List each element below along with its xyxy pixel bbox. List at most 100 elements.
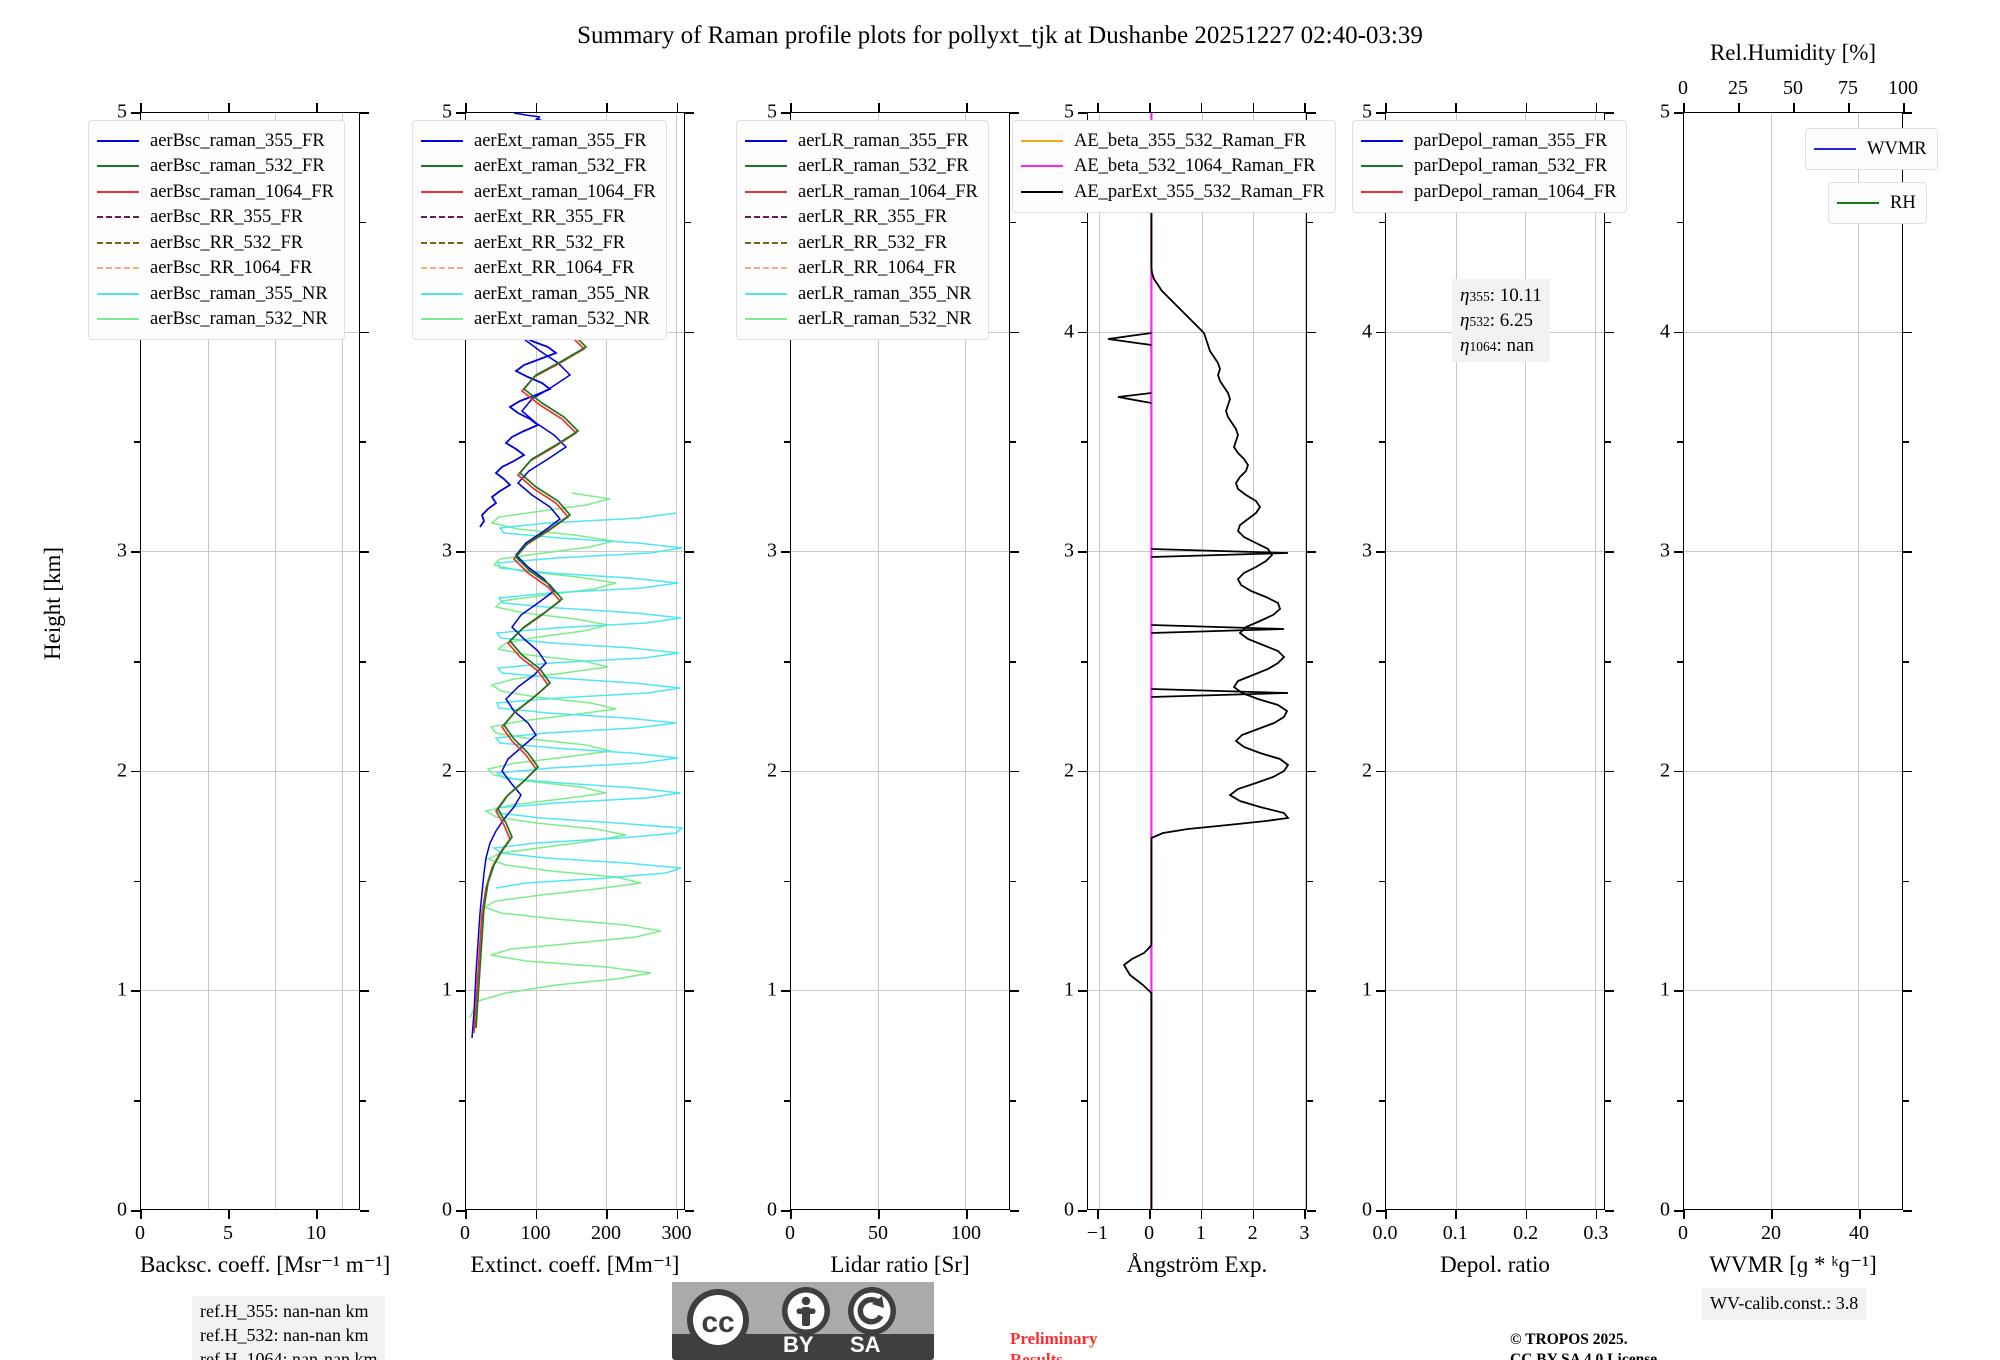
legend-label: aerExt_raman_532_NR bbox=[474, 309, 650, 329]
x-axis-tick bbox=[535, 1210, 538, 1219]
y-axis-tick bbox=[1078, 770, 1087, 773]
top-axis-tick bbox=[1793, 103, 1795, 112]
cc-license-glyphs: cc bbox=[687, 1287, 896, 1351]
legend-entry: aerBsc_raman_532_FR bbox=[97, 154, 334, 180]
y-axis-tick-label: 2 bbox=[117, 759, 127, 782]
y-axis-tick bbox=[1376, 770, 1385, 773]
svg-text:cc: cc bbox=[701, 1306, 734, 1339]
x-axis-tick-label: 200 bbox=[591, 1222, 622, 1244]
y-axis-tick bbox=[360, 331, 369, 334]
x-axis-tick bbox=[1304, 103, 1306, 112]
y-axis-tick-label: 1 bbox=[1660, 978, 1670, 1001]
eta-line: η532: 6.25 bbox=[1460, 310, 1533, 332]
y-axis-minor-tick bbox=[360, 880, 366, 883]
x-axis-tick bbox=[465, 103, 467, 112]
copyright-note: © TROPOS 2025. CC BY SA 4.0 License. bbox=[1510, 1330, 1661, 1360]
legend-entry: aerExt_raman_355_NR bbox=[421, 281, 656, 307]
legend-swatch-icon bbox=[1021, 190, 1063, 193]
y-axis-minor-tick bbox=[134, 880, 140, 883]
legend-label: aerLR_RR_355_FR bbox=[798, 207, 948, 227]
y-axis-tick bbox=[1376, 990, 1385, 992]
y-axis-minor-tick bbox=[459, 441, 465, 443]
x-axis-tick bbox=[966, 1210, 968, 1219]
x-axis-tick bbox=[1455, 1210, 1457, 1219]
cc-by-label: BY bbox=[783, 1332, 814, 1357]
x-axis-tick bbox=[1252, 1210, 1255, 1219]
y-axis-minor-tick bbox=[1903, 1100, 1909, 1102]
y-axis-tick bbox=[1078, 112, 1087, 114]
legend-angstrom: AE_beta_355_532_Raman_FR AE_beta_532_1064… bbox=[1012, 120, 1336, 213]
y-axis-tick bbox=[1903, 112, 1912, 114]
y-axis-tick bbox=[1376, 1210, 1385, 1212]
y-axis-minor-tick bbox=[360, 441, 366, 443]
y-axis-minor-tick bbox=[1081, 221, 1087, 224]
legend-label: AE_beta_532_1064_Raman_FR bbox=[1074, 156, 1316, 176]
ref-height-line: ref.H_532: nan-nan km bbox=[200, 1324, 369, 1345]
x-axis-label-depol-ratio: Depol. ratio bbox=[1440, 1252, 1550, 1277]
y-axis-tick bbox=[1674, 112, 1683, 114]
y-axis-minor-tick bbox=[685, 661, 691, 663]
y-axis-tick bbox=[131, 551, 140, 553]
cc-license-logo: cc BY SA bbox=[672, 1282, 934, 1360]
y-axis-tick bbox=[456, 990, 465, 992]
legend-label: RH bbox=[1890, 192, 1916, 213]
plot-area-angstrom bbox=[1087, 112, 1307, 1210]
y-axis-tick bbox=[1376, 551, 1385, 553]
legend-entry: aerBsc_RR_1064_FR bbox=[97, 256, 334, 282]
legend-label: aerBsc_RR_1064_FR bbox=[150, 258, 313, 278]
legend-entry: aerLR_raman_1064_FR bbox=[745, 179, 978, 205]
x-axis-tick-label: 2 bbox=[1247, 1222, 1258, 1244]
legend-entry: AE_parExt_355_532_Raman_FR bbox=[1021, 179, 1325, 205]
legend-entry: AE_beta_532_1064_Raman_FR bbox=[1021, 154, 1325, 180]
legend-swatch-icon bbox=[1361, 190, 1403, 193]
legend-swatch-icon bbox=[1837, 201, 1879, 204]
legend-label: aerExt_RR_1064_FR bbox=[474, 258, 635, 278]
legend-extinction: aerExt_raman_355_FR aerExt_raman_532_FR ae… bbox=[412, 120, 667, 340]
x-axis-tick bbox=[228, 103, 230, 112]
legend-label: aerBsc_RR_355_FR bbox=[150, 207, 304, 227]
y-axis-minor-tick bbox=[1605, 221, 1611, 224]
y-axis-minor-tick bbox=[1605, 661, 1611, 663]
x-axis-tick-label: 0 bbox=[1678, 1222, 1688, 1244]
y-axis-minor-tick bbox=[685, 441, 691, 443]
y-axis-tick bbox=[131, 770, 140, 773]
x-axis-tick-label: 0 bbox=[1144, 1222, 1155, 1244]
x-axis-tick bbox=[790, 1210, 792, 1219]
y-axis-minor-tick bbox=[459, 1100, 465, 1102]
legend-swatch-icon bbox=[421, 165, 463, 168]
y-axis-minor-tick bbox=[1605, 1100, 1611, 1102]
y-axis-minor-tick bbox=[1677, 661, 1683, 663]
y-axis-tick-label: 1 bbox=[1362, 978, 1372, 1001]
y-axis-minor-tick bbox=[1677, 441, 1683, 443]
legend-label: WVMR bbox=[1867, 138, 1927, 159]
y-axis-tick-label: 3 bbox=[1362, 539, 1372, 562]
y-axis-tick bbox=[360, 770, 369, 773]
legend-entry: aerExt_RR_532_FR bbox=[421, 230, 656, 256]
y-axis-minor-tick bbox=[1903, 661, 1909, 663]
y-axis-tick-label: 2 bbox=[1362, 759, 1372, 782]
y-axis-tick-label: 1 bbox=[767, 978, 777, 1001]
x-axis-tick bbox=[316, 103, 318, 112]
x-axis-tick bbox=[676, 103, 679, 112]
y-axis-tick-label: 5 bbox=[442, 100, 452, 123]
y-axis-tick-label: 5 bbox=[1064, 100, 1074, 123]
legend-label: aerLR_raman_355_NR bbox=[798, 283, 972, 304]
x-axis-tick-label: 0 bbox=[135, 1222, 145, 1244]
x-axis-label-wvmr: WVMR [ɡ * ᵏɡ⁻¹] bbox=[1709, 1252, 1877, 1277]
y-axis-tick-label: 5 bbox=[1660, 100, 1670, 123]
y-axis-tick-label: 2 bbox=[442, 759, 452, 782]
legend-entry: aerBsc_raman_355_FR bbox=[97, 128, 334, 154]
top-axis-tick-label: 25 bbox=[1728, 77, 1748, 99]
legend-swatch-icon bbox=[97, 318, 139, 321]
x-axis-label-extinction: Extinct. coeff. [Mm⁻¹] bbox=[470, 1252, 680, 1277]
legend-entry: aerBsc_raman_532_NR bbox=[97, 307, 334, 333]
y-axis-minor-tick bbox=[1379, 441, 1385, 443]
y-axis-minor-tick bbox=[1379, 661, 1385, 663]
legend-swatch-icon bbox=[421, 267, 463, 270]
y-axis-tick bbox=[456, 551, 465, 553]
y-axis-tick bbox=[1010, 990, 1019, 992]
y-axis-minor-tick bbox=[1677, 880, 1683, 883]
x-axis-tick bbox=[878, 1210, 880, 1219]
x-axis-tick bbox=[1304, 1210, 1306, 1219]
y-axis-tick bbox=[1903, 1210, 1912, 1212]
